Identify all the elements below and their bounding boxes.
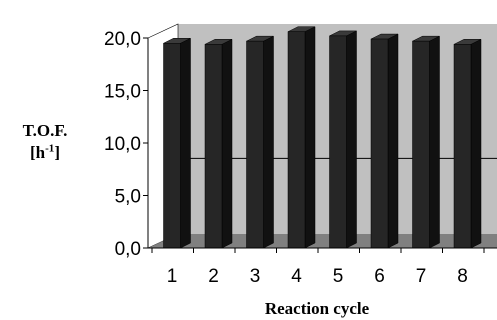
bar-front-6 — [370, 38, 389, 249]
y-axis-unit-exponent: -1 — [45, 142, 55, 155]
x-axis-label: Reaction cycle — [265, 299, 370, 318]
x-tick-label-2: 2 — [208, 266, 219, 287]
y-tick-label-1: 5,0 — [115, 187, 141, 208]
x-tick-label-4: 4 — [291, 266, 302, 287]
bar-2 — [204, 38, 233, 249]
y-axis-label-line1: T.O.F. — [22, 121, 68, 140]
x-tick-label-5: 5 — [333, 266, 344, 287]
bar-side-2 — [221, 38, 233, 249]
y-axis: 0,0 5,0 10,0 15,0 20,0 — [104, 29, 149, 260]
bar-1 — [163, 37, 191, 249]
bar-side-4 — [304, 26, 316, 249]
bar-side-8 — [470, 38, 482, 249]
bar-7 — [412, 35, 440, 249]
bar-8 — [453, 38, 482, 249]
bar-front-1 — [163, 43, 181, 249]
bar-side-3 — [263, 35, 274, 249]
bar-front-3 — [246, 40, 264, 249]
bar-side-1 — [180, 37, 191, 249]
bar-front-2 — [204, 44, 223, 249]
y-tick-label-2: 10,0 — [104, 134, 141, 155]
y-axis-unit-close: ] — [54, 143, 60, 162]
bar-front-5 — [329, 35, 347, 249]
bar-side-5 — [346, 30, 357, 249]
y-axis-unit-base: [h — [30, 143, 46, 162]
x-tick-label-6: 6 — [374, 266, 385, 287]
bar-5 — [329, 30, 357, 249]
bar-front-7 — [412, 40, 430, 249]
floor — [148, 234, 497, 248]
x-tick-label-3: 3 — [250, 266, 261, 287]
x-tick-label-8: 8 — [457, 266, 468, 287]
bars-group — [163, 26, 482, 249]
bar-front-4 — [287, 31, 306, 249]
bar-side-7 — [429, 35, 440, 249]
y-tick-label-3: 15,0 — [104, 82, 141, 103]
y-axis-label: T.O.F. [h-1] — [14, 120, 76, 164]
bar-front-8 — [453, 44, 472, 249]
bar-side-6 — [387, 33, 399, 249]
chart-walls — [147, 23, 497, 249]
y-tick-label-4: 20,0 — [104, 29, 141, 50]
bar-3 — [246, 35, 274, 249]
x-axis: 1 2 3 4 5 6 7 8 — [148, 247, 497, 287]
x-tick-label-1: 1 — [167, 266, 178, 287]
bar-4 — [287, 26, 316, 249]
y-tick-label-0: 0,0 — [115, 239, 141, 260]
bar-6 — [370, 33, 399, 249]
y-axis-label-unit: [h-1] — [14, 142, 76, 164]
x-tick-label-7: 7 — [416, 266, 427, 287]
